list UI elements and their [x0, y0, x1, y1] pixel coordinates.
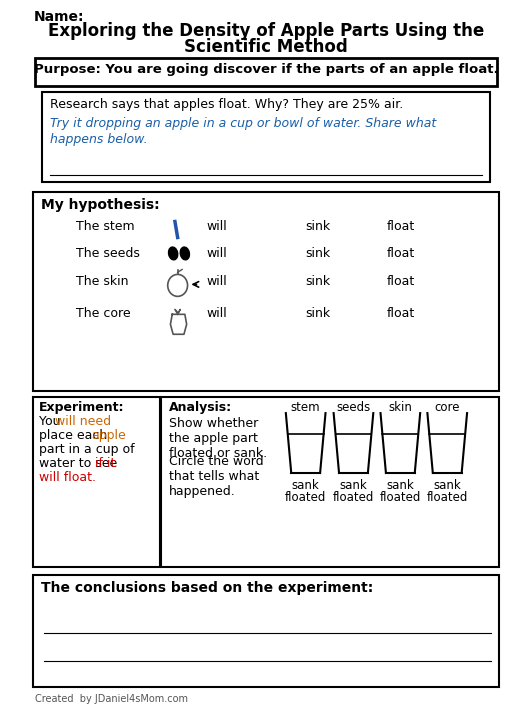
Text: sink: sink — [306, 276, 331, 288]
Text: The skin: The skin — [76, 276, 128, 288]
Text: stem: stem — [291, 401, 320, 414]
Text: sink: sink — [306, 220, 331, 233]
Text: part in a cup of: part in a cup of — [39, 443, 135, 456]
Text: My hypothesis:: My hypothesis: — [40, 197, 159, 211]
Text: floated: floated — [285, 491, 326, 504]
Bar — [161, 397, 498, 567]
Text: will: will — [206, 308, 227, 320]
Bar — [34, 192, 498, 391]
Text: You: You — [39, 415, 64, 428]
Text: floated: floated — [427, 491, 468, 504]
Text: sink: sink — [306, 308, 331, 320]
Text: float: float — [387, 220, 415, 233]
Ellipse shape — [180, 247, 189, 260]
Text: floated: floated — [380, 491, 421, 504]
Text: skin: skin — [388, 401, 412, 414]
Text: place each: place each — [39, 429, 111, 442]
Text: will need: will need — [55, 415, 111, 428]
Text: Analysis:: Analysis: — [169, 401, 232, 414]
Bar — [34, 397, 160, 567]
Text: Circle the word
that tells what
happened.: Circle the word that tells what happened… — [169, 455, 263, 498]
Text: seeds: seeds — [336, 401, 371, 414]
Text: Show whether
the apple part
floated or sank.: Show whether the apple part floated or s… — [169, 417, 267, 460]
Text: Purpose: You are going discover if the parts of an apple float.: Purpose: You are going discover if the p… — [34, 63, 498, 76]
Text: will: will — [206, 276, 227, 288]
Text: if it: if it — [95, 457, 115, 470]
Bar — [43, 92, 489, 182]
Text: core: core — [435, 401, 460, 414]
Text: will: will — [206, 220, 227, 233]
Text: The core: The core — [76, 308, 130, 320]
Text: water to see: water to see — [39, 457, 121, 470]
Text: happens below.: happens below. — [49, 133, 147, 146]
Text: sank: sank — [339, 479, 367, 492]
Text: Experiment:: Experiment: — [39, 401, 124, 414]
Text: floated: floated — [333, 491, 374, 504]
Text: Exploring the Density of Apple Parts Using the: Exploring the Density of Apple Parts Usi… — [48, 22, 484, 40]
Bar — [35, 58, 497, 86]
Text: The stem: The stem — [76, 220, 135, 233]
Text: sank: sank — [434, 479, 461, 492]
Text: float: float — [387, 276, 415, 288]
Text: Created  by JDaniel4sMom.com: Created by JDaniel4sMom.com — [35, 694, 188, 704]
Text: Try it dropping an apple in a cup or bowl of water. Share what: Try it dropping an apple in a cup or bow… — [49, 117, 436, 130]
Text: Research says that apples float. Why? They are 25% air.: Research says that apples float. Why? Th… — [49, 98, 403, 111]
Ellipse shape — [169, 247, 178, 260]
Text: Scientific Method: Scientific Method — [184, 38, 348, 56]
Text: Name:: Name: — [34, 10, 84, 24]
Text: sank: sank — [386, 479, 414, 492]
Text: The seeds: The seeds — [76, 247, 139, 260]
Text: will float.: will float. — [39, 471, 96, 484]
Text: apple: apple — [91, 429, 126, 442]
Text: The conclusions based on the experiment:: The conclusions based on the experiment: — [40, 580, 373, 595]
Text: float: float — [387, 247, 415, 260]
Bar — [34, 575, 498, 686]
Text: sink: sink — [306, 247, 331, 260]
Text: float: float — [387, 308, 415, 320]
Text: will: will — [206, 247, 227, 260]
Text: sank: sank — [292, 479, 320, 492]
